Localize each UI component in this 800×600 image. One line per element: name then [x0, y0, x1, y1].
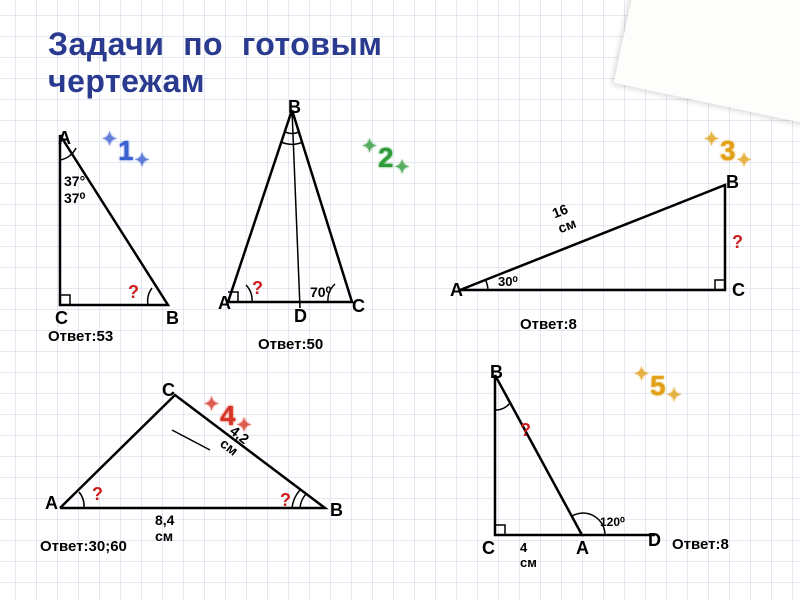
answer-value-5: 8 [721, 536, 729, 553]
answer-value-3: 8 [569, 316, 577, 333]
triangle-1 [0, 100, 200, 320]
answer-prefix-5: Ответ: [672, 536, 721, 553]
problem-number-5: 5 [650, 370, 666, 402]
answer-prefix-3: Ответ: [520, 316, 569, 333]
problem-number-1: 1 [118, 135, 134, 167]
triangle-2 [200, 90, 420, 350]
answer-5: Ответ:8 [672, 536, 729, 553]
answer-1: Ответ:53 [48, 328, 113, 345]
answer-2: Ответ:50 [258, 336, 323, 353]
page-title: Задачи по готовым чертежам [48, 26, 382, 100]
answer-value-1: 53 [97, 328, 114, 345]
answer-value-2: 50 [307, 336, 324, 353]
answer-3: Ответ:8 [520, 316, 577, 333]
answer-prefix-2: Ответ: [258, 336, 307, 353]
answer-value-4: 30;60 [89, 538, 127, 555]
answer-4: Ответ:30;60 [40, 538, 127, 555]
problem-number-4: 4 [220, 400, 236, 432]
problem-number-3: 3 [720, 135, 736, 167]
corner-paper-decor [614, 0, 800, 124]
answer-prefix-1: Ответ: [48, 328, 97, 345]
triangle-3 [430, 160, 770, 340]
problem-number-2: 2 [378, 142, 394, 174]
answer-prefix-4: Ответ: [40, 538, 89, 555]
